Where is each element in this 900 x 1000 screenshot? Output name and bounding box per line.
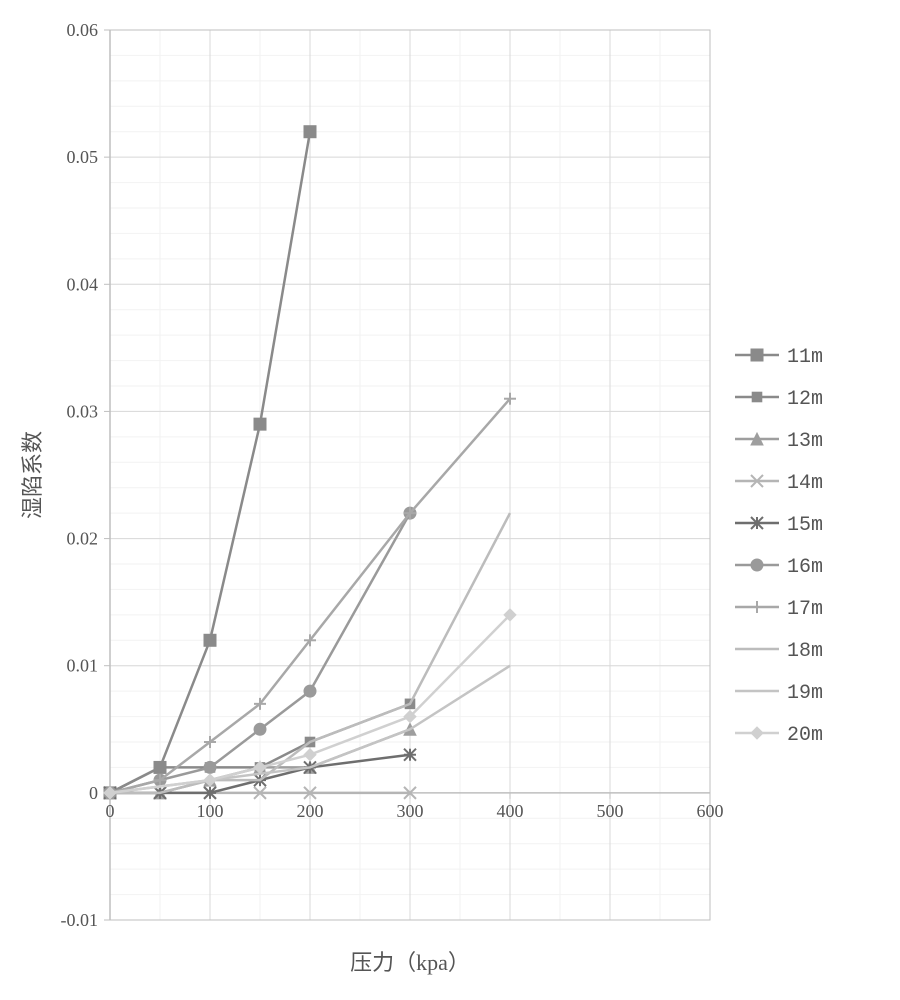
- ytick-label: 0: [89, 783, 98, 803]
- xtick-label: 0: [106, 801, 115, 821]
- xtick-label: 500: [597, 801, 624, 821]
- chart-container: 0 100 200 300 400 500 600 -0.01 0 0.01 0.02 0.03 0.0…: [0, 0, 900, 1000]
- xtick-label: 200: [297, 801, 324, 821]
- ytick-label: 0.05: [67, 147, 99, 167]
- chart-svg: 0 100 200 300 400 500 600 -0.01 0 0.01 0.02 0.03 0.0…: [0, 0, 900, 1000]
- xtick-label: 100: [197, 801, 224, 821]
- legend-label: 12m: [787, 388, 823, 411]
- y-axis-label: 湿陷系数: [20, 431, 45, 519]
- legend-label: 14m: [787, 472, 823, 495]
- legend-label: 18m: [787, 640, 823, 663]
- ytick-label: 0.01: [67, 656, 99, 676]
- xtick-label: 400: [497, 801, 524, 821]
- ytick-label: 0.06: [67, 20, 99, 40]
- xtick-label: 600: [697, 801, 724, 821]
- ytick-label: -0.01: [61, 910, 99, 930]
- legend-label: 15m: [787, 514, 823, 537]
- x-axis-label: 压力（kpa）: [350, 950, 470, 975]
- ytick-label: 0.03: [67, 401, 99, 421]
- legend-label: 16m: [787, 556, 823, 579]
- xtick-label: 300: [397, 801, 424, 821]
- legend-label: 19m: [787, 682, 823, 705]
- legend-label: 17m: [787, 598, 823, 621]
- legend-label: 11m: [787, 346, 823, 369]
- ytick-label: 0.04: [67, 274, 99, 294]
- legend-label: 13m: [787, 430, 823, 453]
- legend-label: 20m: [787, 724, 823, 747]
- ytick-label: 0.02: [67, 529, 99, 549]
